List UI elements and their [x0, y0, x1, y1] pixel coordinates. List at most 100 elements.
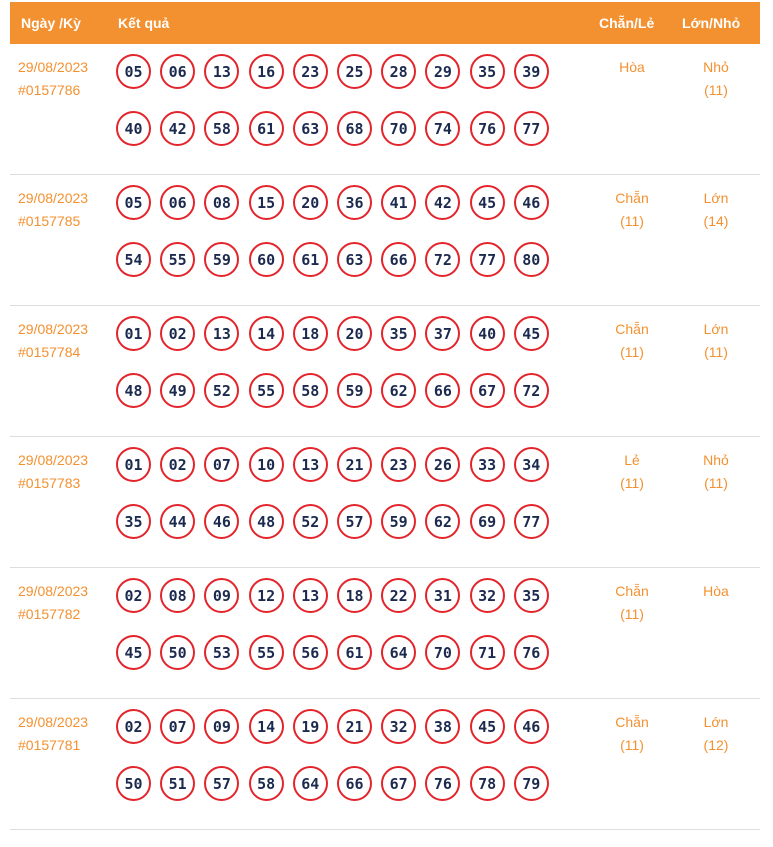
result-ball: 77	[513, 504, 549, 539]
draw-date: 29/08/2023	[18, 714, 89, 730]
draw-date: 29/08/2023	[18, 190, 89, 206]
table-row: 29/08/2023 #0157784 01 02 13 14 18 20 35 37 40 45 48…	[10, 306, 760, 437]
result-ball: 57	[337, 504, 372, 539]
result-ball: 77	[469, 242, 505, 277]
result-ball: 49	[160, 373, 196, 408]
result-ball: 61	[337, 635, 372, 670]
even-odd-cell: Chẵn (11)	[597, 580, 667, 626]
draw-id-link[interactable]: #0157784	[18, 344, 81, 360]
big-small-count: (14)	[703, 213, 729, 229]
result-ball: 56	[292, 635, 328, 670]
result-ball: 67	[469, 373, 505, 408]
result-ball: 52	[204, 373, 240, 408]
result-ball: 48	[248, 504, 284, 539]
result-ball: 40	[469, 316, 505, 351]
result-ball: 38	[425, 709, 461, 744]
result-ball: 59	[337, 373, 372, 408]
result-ball: 35	[116, 504, 151, 539]
result-ball: 20	[292, 185, 328, 220]
even-odd-cell: Chẵn (11)	[597, 711, 667, 757]
table-row: 29/08/2023 #0157783 01 02 07 10 13 21 23 26 33 34 35…	[10, 437, 760, 568]
result-ball: 07	[160, 709, 196, 744]
big-small-cell: Lớn (11)	[681, 318, 751, 364]
result-ball: 76	[425, 766, 461, 801]
result-ball: 10	[248, 447, 284, 482]
result-ball: 58	[204, 111, 240, 146]
big-small-count: (11)	[704, 475, 728, 491]
draw-date-cell: 29/08/2023 #0157784	[18, 318, 88, 364]
result-ball: 53	[204, 635, 240, 670]
draw-date-cell: 29/08/2023 #0157782	[18, 580, 88, 626]
big-small-value: Lớn	[703, 714, 729, 730]
result-ball: 40	[116, 111, 151, 146]
draw-date: 29/08/2023	[18, 59, 89, 75]
even-odd-count: (11)	[620, 737, 644, 753]
big-small-value: Nhỏ	[703, 59, 729, 75]
big-small-cell: Lớn (14)	[681, 187, 751, 233]
result-ball: 45	[469, 709, 505, 744]
result-ball: 52	[292, 504, 328, 539]
result-ball: 50	[116, 766, 151, 801]
result-ball: 13	[204, 54, 240, 89]
result-ball: 70	[381, 111, 417, 146]
even-odd-value: Lẻ	[624, 452, 640, 468]
result-ball: 62	[425, 504, 461, 539]
draw-id-link[interactable]: #0157781	[18, 737, 81, 753]
big-small-value: Nhỏ	[703, 452, 729, 468]
result-ball: 12	[248, 578, 284, 613]
result-ball: 02	[160, 447, 196, 482]
result-ball: 08	[160, 578, 196, 613]
result-ball: 35	[381, 316, 417, 351]
result-ball: 06	[160, 185, 196, 220]
result-ball: 45	[116, 635, 151, 670]
big-small-count: (11)	[704, 82, 728, 98]
table-body: 29/08/2023 #0157786 05 06 13 16 23 25 28 29 35 39 40…	[10, 44, 760, 830]
draw-id-link[interactable]: #0157783	[18, 475, 81, 491]
big-small-value: Lớn	[703, 321, 729, 337]
result-ball: 35	[469, 54, 505, 89]
result-ball: 57	[204, 766, 240, 801]
result-ball: 55	[248, 635, 284, 670]
result-ball: 23	[292, 54, 328, 89]
draw-id-link[interactable]: #0157782	[18, 606, 81, 622]
even-odd-count: (11)	[620, 344, 644, 360]
draw-id-link[interactable]: #0157785	[18, 213, 81, 229]
result-ball: 37	[425, 316, 461, 351]
result-ball: 26	[425, 447, 461, 482]
header-date-column: Ngày /Kỳ	[21, 15, 81, 31]
result-ball: 54	[116, 242, 151, 277]
result-ball: 66	[425, 373, 461, 408]
result-ball: 59	[204, 242, 240, 277]
table-row: 29/08/2023 #0157782 02 08 09 12 13 18 22 31 32 35 45…	[10, 568, 760, 699]
draw-id-link[interactable]: #0157786	[18, 82, 81, 98]
even-odd-value: Chẵn	[615, 190, 649, 206]
result-ball: 02	[116, 709, 151, 744]
result-ball: 15	[248, 185, 284, 220]
result-ball: 76	[513, 635, 549, 670]
even-odd-cell: Chẵn (11)	[597, 187, 667, 233]
result-ball: 58	[292, 373, 328, 408]
result-ball: 61	[248, 111, 284, 146]
even-odd-value: Chẵn	[615, 583, 649, 599]
result-ball: 14	[248, 316, 284, 351]
results-table: Ngày /Kỳ Kết quả Chẵn/Lẻ Lớn/Nhỏ 29/08/2…	[10, 2, 760, 830]
result-ball: 34	[513, 447, 549, 482]
result-ball: 55	[248, 373, 284, 408]
result-ball: 63	[292, 111, 328, 146]
result-ball: 21	[337, 709, 372, 744]
result-ball: 01	[116, 447, 151, 482]
result-ball: 58	[248, 766, 284, 801]
result-ball: 66	[381, 242, 417, 277]
result-ball: 07	[204, 447, 240, 482]
result-ball: 23	[381, 447, 417, 482]
big-small-value: Lớn	[703, 190, 729, 206]
even-odd-count: (11)	[620, 475, 644, 491]
table-row: 29/08/2023 #0157786 05 06 13 16 23 25 28 29 35 39 40…	[10, 44, 760, 175]
result-ball: 72	[425, 242, 461, 277]
result-ball: 74	[425, 111, 461, 146]
result-ball: 69	[469, 504, 505, 539]
result-ball: 19	[292, 709, 328, 744]
result-ball: 16	[248, 54, 284, 89]
result-ball: 42	[160, 111, 196, 146]
result-ball: 09	[204, 709, 240, 744]
